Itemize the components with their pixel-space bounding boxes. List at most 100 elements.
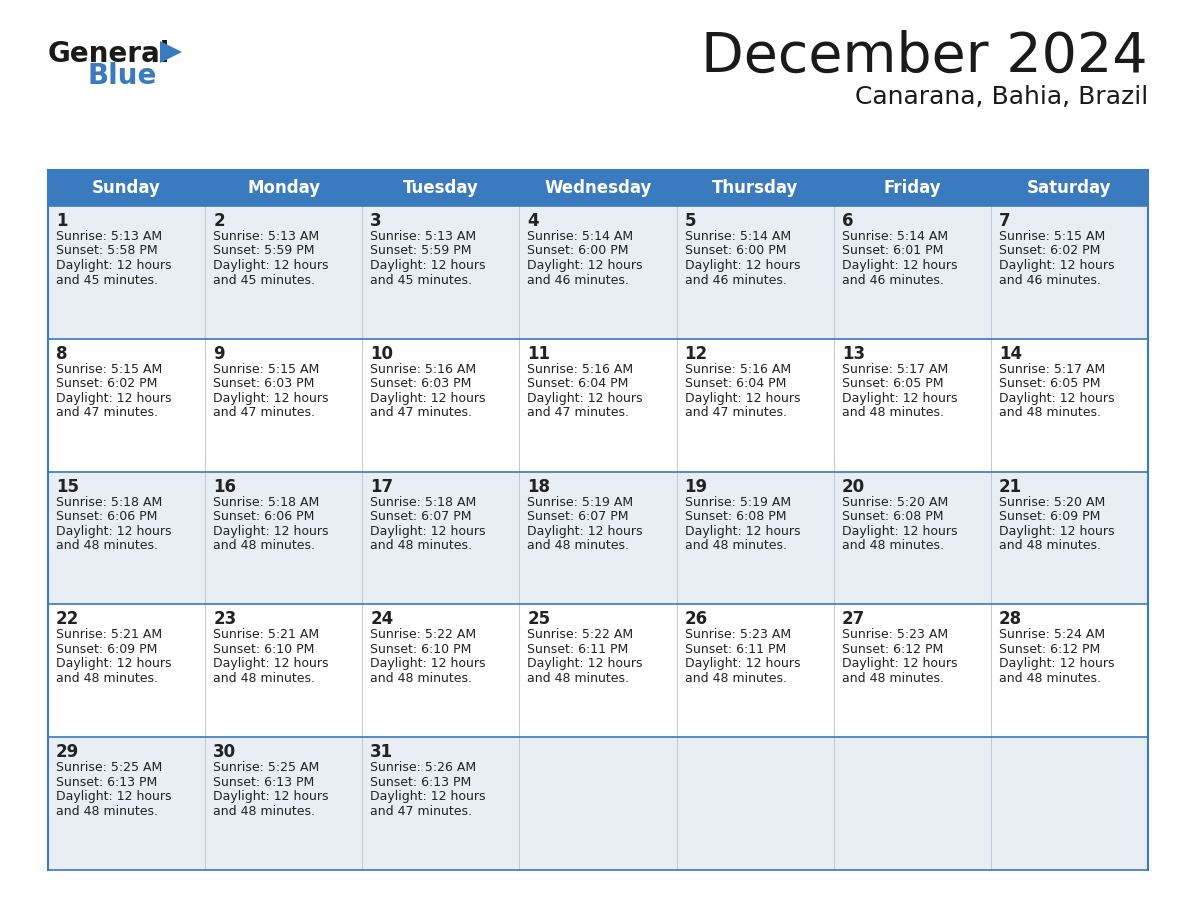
Text: 18: 18 [527, 477, 550, 496]
Text: Sunset: 6:02 PM: Sunset: 6:02 PM [56, 377, 157, 390]
Text: 6: 6 [842, 212, 853, 230]
Text: Sunrise: 5:13 AM: Sunrise: 5:13 AM [56, 230, 162, 243]
Text: Sunset: 6:13 PM: Sunset: 6:13 PM [213, 776, 315, 789]
Text: Daylight: 12 hours: Daylight: 12 hours [56, 259, 171, 272]
Text: Sunset: 6:11 PM: Sunset: 6:11 PM [527, 643, 628, 655]
Text: Sunset: 6:00 PM: Sunset: 6:00 PM [684, 244, 786, 258]
Text: Sunset: 6:09 PM: Sunset: 6:09 PM [999, 510, 1100, 523]
Text: Sunrise: 5:17 AM: Sunrise: 5:17 AM [999, 363, 1105, 375]
Text: Sunset: 6:13 PM: Sunset: 6:13 PM [56, 776, 157, 789]
Text: Sunset: 6:03 PM: Sunset: 6:03 PM [213, 377, 315, 390]
Text: and 46 minutes.: and 46 minutes. [527, 274, 630, 286]
Bar [48, 604, 1148, 737]
Text: Sunrise: 5:22 AM: Sunrise: 5:22 AM [371, 629, 476, 642]
Text: Sunrise: 5:14 AM: Sunrise: 5:14 AM [527, 230, 633, 243]
Text: and 48 minutes.: and 48 minutes. [684, 539, 786, 552]
Text: 19: 19 [684, 477, 708, 496]
Text: and 48 minutes.: and 48 minutes. [842, 539, 943, 552]
Text: Canarana, Bahia, Brazil: Canarana, Bahia, Brazil [854, 85, 1148, 109]
Text: and 47 minutes.: and 47 minutes. [213, 407, 315, 420]
Text: Sunset: 6:02 PM: Sunset: 6:02 PM [999, 244, 1100, 258]
Text: Daylight: 12 hours: Daylight: 12 hours [371, 392, 486, 405]
Text: 11: 11 [527, 345, 550, 363]
Text: 24: 24 [371, 610, 393, 629]
Text: Sunrise: 5:23 AM: Sunrise: 5:23 AM [684, 629, 791, 642]
Text: and 48 minutes.: and 48 minutes. [213, 672, 315, 685]
Text: Thursday: Thursday [712, 179, 798, 197]
Text: Daylight: 12 hours: Daylight: 12 hours [213, 657, 329, 670]
Text: Sunset: 5:58 PM: Sunset: 5:58 PM [56, 244, 158, 258]
Text: and 48 minutes.: and 48 minutes. [999, 539, 1101, 552]
Text: Daylight: 12 hours: Daylight: 12 hours [213, 790, 329, 803]
Text: 9: 9 [213, 345, 225, 363]
Text: Daylight: 12 hours: Daylight: 12 hours [842, 524, 958, 538]
Text: and 48 minutes.: and 48 minutes. [684, 672, 786, 685]
Text: 7: 7 [999, 212, 1011, 230]
Text: Daylight: 12 hours: Daylight: 12 hours [684, 259, 800, 272]
Text: 30: 30 [213, 744, 236, 761]
Text: and 47 minutes.: and 47 minutes. [684, 407, 786, 420]
Text: and 48 minutes.: and 48 minutes. [842, 672, 943, 685]
Text: Sunrise: 5:15 AM: Sunrise: 5:15 AM [56, 363, 163, 375]
Text: Daylight: 12 hours: Daylight: 12 hours [56, 392, 171, 405]
Text: Daylight: 12 hours: Daylight: 12 hours [999, 524, 1114, 538]
Text: Sunrise: 5:18 AM: Sunrise: 5:18 AM [371, 496, 476, 509]
Text: 31: 31 [371, 744, 393, 761]
Text: Sunrise: 5:17 AM: Sunrise: 5:17 AM [842, 363, 948, 375]
Text: Sunset: 6:08 PM: Sunset: 6:08 PM [842, 510, 943, 523]
Text: 21: 21 [999, 477, 1022, 496]
Text: Sunrise: 5:24 AM: Sunrise: 5:24 AM [999, 629, 1105, 642]
Text: Sunset: 6:12 PM: Sunset: 6:12 PM [999, 643, 1100, 655]
Text: Daylight: 12 hours: Daylight: 12 hours [213, 524, 329, 538]
Text: 3: 3 [371, 212, 381, 230]
Text: Sunset: 6:04 PM: Sunset: 6:04 PM [527, 377, 628, 390]
Text: 4: 4 [527, 212, 539, 230]
Text: and 46 minutes.: and 46 minutes. [999, 274, 1101, 286]
Text: Sunrise: 5:22 AM: Sunrise: 5:22 AM [527, 629, 633, 642]
Text: and 46 minutes.: and 46 minutes. [842, 274, 943, 286]
Text: Sunrise: 5:21 AM: Sunrise: 5:21 AM [56, 629, 162, 642]
Text: Sunrise: 5:13 AM: Sunrise: 5:13 AM [213, 230, 320, 243]
Text: and 48 minutes.: and 48 minutes. [371, 672, 473, 685]
Text: Blue: Blue [88, 62, 157, 90]
Text: Daylight: 12 hours: Daylight: 12 hours [371, 790, 486, 803]
Text: Sunset: 5:59 PM: Sunset: 5:59 PM [371, 244, 472, 258]
Text: Sunrise: 5:16 AM: Sunrise: 5:16 AM [684, 363, 791, 375]
Text: 17: 17 [371, 477, 393, 496]
Text: Sunrise: 5:14 AM: Sunrise: 5:14 AM [842, 230, 948, 243]
Text: Monday: Monday [247, 179, 321, 197]
Text: Sunrise: 5:14 AM: Sunrise: 5:14 AM [684, 230, 791, 243]
Text: Daylight: 12 hours: Daylight: 12 hours [999, 259, 1114, 272]
Text: Sunset: 6:01 PM: Sunset: 6:01 PM [842, 244, 943, 258]
Bar [48, 206, 1148, 339]
Text: Daylight: 12 hours: Daylight: 12 hours [684, 392, 800, 405]
Text: Daylight: 12 hours: Daylight: 12 hours [371, 657, 486, 670]
Text: and 46 minutes.: and 46 minutes. [684, 274, 786, 286]
Text: and 48 minutes.: and 48 minutes. [527, 539, 630, 552]
Text: Sunset: 6:10 PM: Sunset: 6:10 PM [213, 643, 315, 655]
Text: Daylight: 12 hours: Daylight: 12 hours [842, 657, 958, 670]
Text: Daylight: 12 hours: Daylight: 12 hours [842, 259, 958, 272]
Text: and 48 minutes.: and 48 minutes. [56, 672, 158, 685]
Text: Friday: Friday [884, 179, 941, 197]
Text: Sunrise: 5:13 AM: Sunrise: 5:13 AM [371, 230, 476, 243]
Text: Sunrise: 5:19 AM: Sunrise: 5:19 AM [684, 496, 791, 509]
Text: Sunset: 5:59 PM: Sunset: 5:59 PM [213, 244, 315, 258]
Text: Sunrise: 5:20 AM: Sunrise: 5:20 AM [999, 496, 1105, 509]
Text: Sunrise: 5:19 AM: Sunrise: 5:19 AM [527, 496, 633, 509]
Text: and 45 minutes.: and 45 minutes. [56, 274, 158, 286]
Text: and 48 minutes.: and 48 minutes. [999, 407, 1101, 420]
Text: and 48 minutes.: and 48 minutes. [56, 539, 158, 552]
Text: 14: 14 [999, 345, 1022, 363]
Text: and 48 minutes.: and 48 minutes. [56, 805, 158, 818]
Text: 29: 29 [56, 744, 80, 761]
Text: 28: 28 [999, 610, 1022, 629]
Text: and 48 minutes.: and 48 minutes. [371, 539, 473, 552]
Text: and 47 minutes.: and 47 minutes. [371, 407, 473, 420]
Text: Sunrise: 5:20 AM: Sunrise: 5:20 AM [842, 496, 948, 509]
Text: Daylight: 12 hours: Daylight: 12 hours [999, 657, 1114, 670]
Text: Sunset: 6:05 PM: Sunset: 6:05 PM [999, 377, 1100, 390]
Text: Sunrise: 5:18 AM: Sunrise: 5:18 AM [213, 496, 320, 509]
Text: December 2024: December 2024 [701, 30, 1148, 84]
Text: Daylight: 12 hours: Daylight: 12 hours [56, 657, 171, 670]
